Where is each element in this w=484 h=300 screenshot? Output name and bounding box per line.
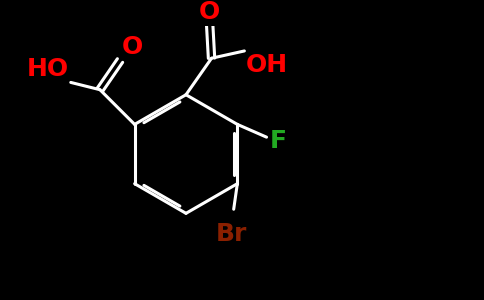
Text: HO: HO — [27, 57, 69, 81]
Text: Br: Br — [216, 222, 247, 246]
Text: OH: OH — [246, 53, 288, 77]
Text: O: O — [199, 0, 220, 24]
Text: O: O — [122, 35, 143, 59]
Text: F: F — [270, 129, 287, 153]
